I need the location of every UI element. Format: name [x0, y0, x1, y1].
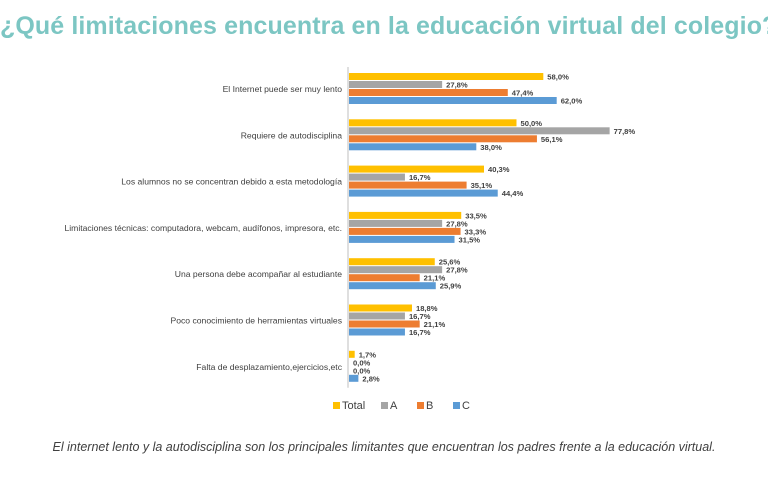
- data-label: 16,7%: [409, 173, 431, 182]
- category-label: Los alumnos no se concentran debido a es…: [121, 177, 342, 187]
- category-label: Limitaciones técnicas: computadora, webc…: [64, 223, 342, 233]
- bar-a-5: [349, 312, 405, 320]
- data-label: 58,0%: [547, 73, 569, 82]
- data-label: 77,8%: [614, 127, 636, 136]
- data-label: 56,1%: [541, 135, 563, 144]
- bar-c-6: [349, 374, 359, 382]
- bar-c-5: [349, 328, 405, 336]
- data-label: 0,0%: [353, 366, 371, 375]
- bar-b-2: [349, 181, 467, 189]
- data-label: 33,3%: [465, 227, 487, 236]
- bar-b-4: [349, 274, 420, 282]
- data-label: 25,6%: [439, 258, 461, 267]
- category-label: El Internet puede ser muy lento: [223, 84, 343, 94]
- bar-c-2: [349, 189, 498, 197]
- bar-b-5: [349, 320, 420, 328]
- category-label: Falta de desplazamiento,ejercicios,etc: [196, 362, 342, 372]
- data-label: 50,0%: [521, 119, 543, 128]
- bar-total-0: [349, 73, 544, 80]
- data-label: 44,4%: [502, 189, 524, 198]
- bar-total-3: [349, 211, 462, 219]
- data-label: 38,0%: [480, 143, 502, 152]
- data-label: 25,9%: [440, 282, 462, 291]
- data-label: 47,4%: [512, 89, 534, 98]
- category-label: Poco conocimiento de herramientas virtua…: [171, 316, 343, 326]
- data-label: 31,5%: [459, 235, 481, 244]
- bar-a-1: [349, 127, 610, 135]
- chart-title: ¿Qué limitaciones encuentra en la educac…: [0, 12, 768, 40]
- bar-a-2: [349, 173, 405, 181]
- bar-c-0: [349, 97, 557, 104]
- bar-total-2: [349, 165, 485, 173]
- bar-a-4: [349, 266, 443, 274]
- legend-swatch-a: [381, 402, 388, 409]
- bar-total-6: [349, 350, 355, 358]
- data-label: 27,8%: [446, 219, 468, 228]
- bar-a-3: [349, 219, 443, 227]
- data-label: 27,8%: [446, 266, 468, 275]
- bar-c-4: [349, 282, 436, 290]
- data-label: 35,1%: [471, 181, 493, 190]
- data-label: 33,5%: [465, 211, 487, 220]
- legend-label-a: A: [390, 400, 398, 412]
- data-label: 27,8%: [446, 81, 468, 90]
- category-label: Requiere de autodisciplina: [241, 130, 343, 140]
- data-label: 0,0%: [353, 358, 371, 367]
- data-label: 40,3%: [488, 165, 510, 174]
- data-label: 21,1%: [424, 274, 446, 283]
- data-label: 16,7%: [409, 312, 431, 321]
- data-label: 1,7%: [359, 350, 377, 359]
- bar-chart: El Internet puede ser muy lento 58,0% 27,8…: [64, 67, 636, 412]
- data-label: 21,1%: [424, 320, 446, 329]
- category-label: Una persona debe acompañar al estudiante: [175, 269, 342, 279]
- legend-swatch-b: [417, 402, 424, 409]
- data-label: 16,7%: [409, 328, 431, 337]
- bar-a-0: [349, 81, 443, 88]
- data-label: 18,8%: [416, 304, 438, 313]
- bar-total-4: [349, 258, 435, 266]
- data-label: 62,0%: [561, 97, 583, 106]
- legend-swatch-c: [453, 402, 460, 409]
- legend-label-c: C: [462, 400, 470, 412]
- bar-total-1: [349, 119, 517, 127]
- bar-b-1: [349, 135, 537, 143]
- legend-swatch-total: [333, 402, 340, 409]
- bar-b-3: [349, 227, 461, 235]
- bar-b-0: [349, 89, 508, 96]
- legend-label-b: B: [426, 400, 433, 412]
- bar-total-5: [349, 304, 412, 312]
- chart-caption: El internet lento y la autodisciplina so…: [52, 440, 716, 454]
- data-label: 2,8%: [362, 374, 380, 383]
- bar-c-1: [349, 143, 477, 151]
- bar-c-3: [349, 235, 455, 243]
- legend-label-total: Total: [342, 400, 365, 412]
